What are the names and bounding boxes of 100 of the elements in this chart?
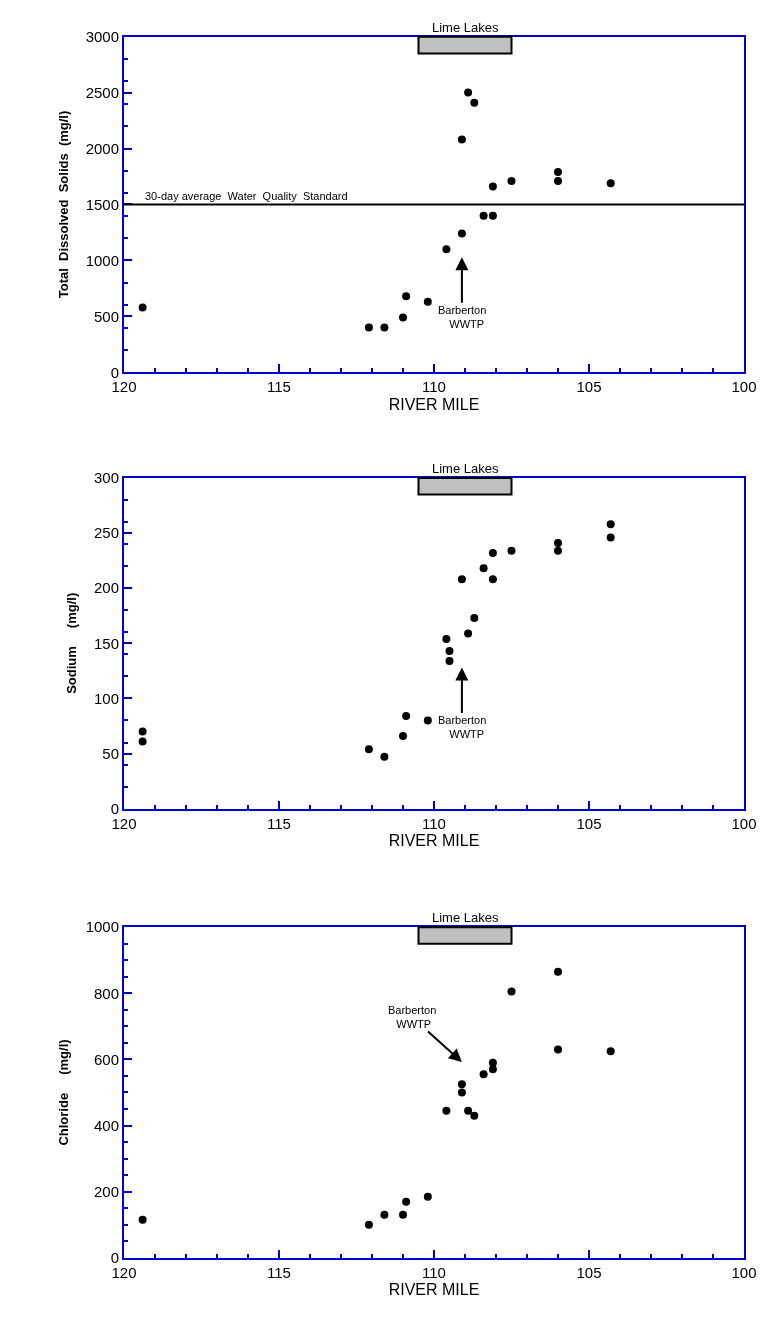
y-tick-label: 1500	[85, 195, 119, 213]
y-tick-label: 2500	[85, 83, 119, 101]
y-tick-label: 3000	[85, 27, 119, 45]
point	[507, 546, 516, 555]
point	[402, 292, 411, 301]
x-tick-label: 100	[731, 1263, 757, 1281]
y-axis-title: Total Dissolved Solids (mg/l)	[56, 110, 72, 299]
y-tick-label: 1000	[85, 251, 119, 269]
point	[457, 1088, 466, 1097]
point	[399, 313, 407, 322]
y-axis-title: Chloride (mg/l)	[56, 1039, 72, 1146]
point	[479, 1070, 488, 1079]
point	[488, 1065, 497, 1074]
band-label: Lime Lakes	[432, 910, 499, 925]
point	[488, 182, 497, 191]
point	[380, 752, 389, 761]
point	[402, 712, 411, 721]
point	[554, 546, 562, 555]
y-tick-label: 200	[93, 579, 119, 597]
point	[399, 1210, 407, 1219]
x-tick-label: 110	[422, 378, 446, 396]
point	[470, 1111, 479, 1120]
point	[554, 176, 562, 185]
point	[606, 1047, 615, 1056]
point	[380, 323, 389, 332]
point	[606, 179, 615, 188]
point	[364, 1220, 373, 1229]
band-label: Lime Lakes	[432, 461, 499, 476]
y-tick-label: 600	[93, 1050, 119, 1068]
y-tick-label: 50	[102, 744, 119, 762]
y-tick-label: 500	[93, 307, 119, 325]
point	[479, 211, 488, 220]
point	[445, 656, 454, 665]
x-tick-label: 110	[422, 814, 446, 832]
x-tick-label: 120	[111, 378, 137, 396]
point	[423, 1192, 432, 1201]
x-axis-title: RIVER MILE	[388, 395, 480, 413]
ref-line-label: 30-day average Water Quality Standard	[145, 190, 348, 202]
point	[554, 967, 562, 976]
point	[364, 745, 373, 754]
x-tick-label: 105	[576, 814, 602, 832]
point	[507, 176, 516, 185]
point	[470, 98, 479, 107]
y-tick-label: 100	[93, 689, 119, 707]
point	[488, 575, 497, 584]
point	[457, 229, 466, 238]
x-tick-label: 105	[576, 378, 602, 396]
point	[554, 538, 562, 547]
x-tick-label: 115	[267, 1263, 291, 1281]
point	[464, 1106, 473, 1115]
y-tick-label: 0	[110, 799, 119, 817]
y-tick-label: 800	[93, 984, 119, 1002]
point	[470, 613, 479, 622]
point	[606, 533, 615, 542]
point	[457, 575, 466, 584]
x-tick-label: 105	[576, 1263, 602, 1281]
point	[138, 727, 147, 736]
annotation: Barberton WWTP	[438, 714, 487, 741]
x-tick-label: 120	[111, 814, 137, 832]
band-label: Lime Lakes	[432, 20, 499, 35]
point	[364, 323, 373, 332]
y-tick-label: 0	[110, 363, 119, 381]
x-tick-label: 115	[267, 814, 291, 832]
y-tick-label: 200	[93, 1182, 119, 1200]
point	[442, 634, 451, 643]
point	[554, 1045, 562, 1054]
point	[402, 1197, 411, 1206]
point	[554, 168, 562, 177]
x-axis-title: RIVER MILE	[388, 831, 480, 849]
point	[380, 1210, 389, 1219]
x-tick-label: 100	[731, 814, 757, 832]
annotation: Barberton WWTP	[388, 1004, 437, 1031]
y-tick-label: 150	[93, 634, 119, 652]
y-tick-label: 300	[93, 469, 119, 487]
y-axis-title: Sodium (mg/l)	[64, 592, 80, 694]
point	[488, 548, 497, 557]
point	[479, 564, 488, 573]
point	[464, 88, 473, 97]
point	[423, 297, 432, 306]
x-tick-label: 115	[267, 378, 291, 396]
point	[464, 629, 473, 638]
x-tick-label: 110	[422, 1263, 446, 1281]
y-tick-label: 2000	[85, 139, 119, 157]
point	[138, 303, 147, 312]
y-tick-label: 1000	[85, 918, 119, 936]
point	[507, 987, 516, 996]
point	[457, 135, 466, 144]
y-tick-label: 400	[93, 1116, 119, 1134]
point	[442, 1106, 451, 1115]
point	[138, 1215, 147, 1224]
point	[445, 647, 454, 656]
point	[399, 731, 407, 740]
point	[423, 716, 432, 725]
point	[488, 211, 497, 220]
y-tick-label: 250	[93, 524, 119, 542]
point	[442, 245, 451, 254]
x-axis-title: RIVER MILE	[388, 1281, 480, 1299]
point	[606, 520, 615, 529]
annotation: Barberton WWTP	[438, 304, 487, 331]
x-tick-label: 100	[731, 378, 757, 396]
